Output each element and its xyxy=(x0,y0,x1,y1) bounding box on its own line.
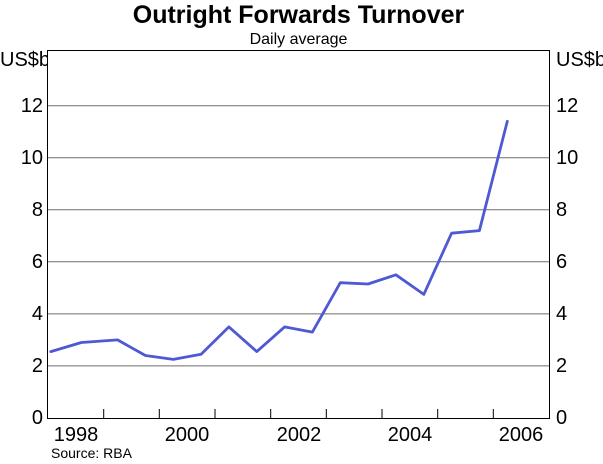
chart-title: Outright Forwards Turnover xyxy=(132,1,465,29)
y-axis-label-right: 8 xyxy=(556,199,568,221)
y-axis-label-right: 0 xyxy=(556,407,568,429)
x-axis-label: 2004 xyxy=(387,424,433,446)
x-axis-label: 2006 xyxy=(498,424,544,446)
y-axis-label-left: 0 xyxy=(31,407,43,429)
y-axis-unit-right: US$b xyxy=(556,49,603,71)
x-axis-label: 2002 xyxy=(276,424,322,446)
y-axis-label-right: 12 xyxy=(556,95,579,117)
chart-subtitle: Daily average xyxy=(249,31,348,48)
x-axis-label: 1998 xyxy=(53,424,99,446)
y-axis-label-left: 8 xyxy=(31,199,43,221)
y-axis-label-right: 2 xyxy=(556,355,568,377)
y-axis-label-right: 10 xyxy=(556,147,579,169)
x-axis-label: 2000 xyxy=(164,424,210,446)
plot-area xyxy=(47,50,550,419)
data-line-series xyxy=(49,119,509,361)
y-axis-label-left: 6 xyxy=(31,251,43,273)
y-axis-label-right: 4 xyxy=(556,303,568,325)
source-note: Source: RBA xyxy=(51,445,132,461)
y-axis-label-left: 10 xyxy=(20,147,43,169)
y-axis-unit-left: US$b xyxy=(0,49,51,71)
y-axis-label-right: 6 xyxy=(556,251,568,273)
y-axis-label-left: 2 xyxy=(31,355,43,377)
chart-canvas xyxy=(48,105,549,418)
y-axis-label-left: 12 xyxy=(20,95,43,117)
y-axis-label-left: 4 xyxy=(31,303,43,325)
